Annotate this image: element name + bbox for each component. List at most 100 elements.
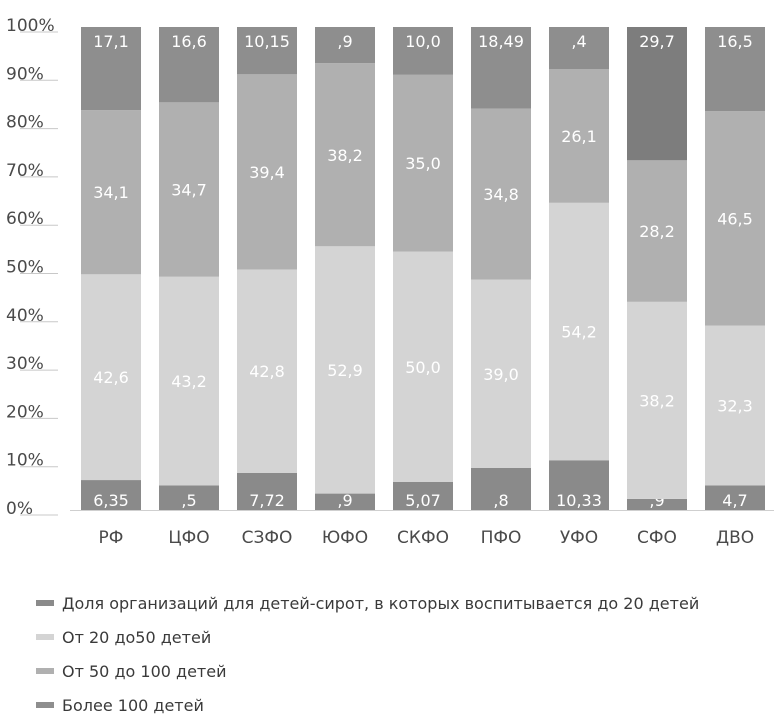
legend-item: От 50 до 100 детей: [36, 654, 699, 688]
bar-segment: [315, 27, 375, 64]
data-label: 16,5: [717, 32, 753, 51]
y-tick-label: 50%: [6, 258, 44, 278]
y-tick-label: 10%: [6, 451, 44, 471]
legend-label: Более 100 детей: [62, 695, 204, 715]
bar-segment: [471, 467, 531, 510]
data-label: 29,7: [639, 32, 675, 51]
data-label: ,8: [493, 491, 508, 510]
data-label: 34,8: [483, 185, 519, 204]
y-tick-label: 80%: [6, 113, 44, 133]
data-label: 38,2: [327, 146, 363, 165]
data-label: ,4: [571, 32, 586, 51]
bar-segment: [549, 460, 609, 510]
legend: Доля организаций для детей-сирот, в кото…: [36, 586, 699, 722]
data-label: 5,07: [405, 491, 441, 510]
bar-segment: [549, 27, 609, 70]
data-label: 43,2: [171, 372, 207, 391]
stacked-bar-chart: 0% 10% 20% 30% 40% 50% 60% 70% 80% 90% 100% 6,35 42…: [6, 16, 774, 548]
bar-segment: [705, 111, 765, 326]
y-tick-label: 60%: [6, 209, 44, 229]
bar-segment: [81, 27, 141, 111]
data-label: 28,2: [639, 222, 675, 241]
data-label: 42,8: [249, 362, 285, 381]
bar-segment: [237, 472, 297, 510]
data-label: 10,33: [556, 491, 602, 510]
bar-segment: [159, 485, 219, 510]
data-label: 6,35: [93, 491, 129, 510]
bar-segment: [393, 481, 453, 510]
data-label: 46,5: [717, 209, 753, 228]
bar-segment: [237, 269, 297, 473]
data-label: 52,9: [327, 361, 363, 380]
bar-segment: [315, 63, 375, 247]
bar-segment: [237, 74, 297, 270]
category-label: ДВО: [716, 528, 754, 548]
y-tick-label: 40%: [6, 306, 44, 326]
category-label: УФО: [560, 528, 598, 548]
legend-swatch: [36, 634, 54, 640]
bar-segment: [237, 27, 297, 75]
data-label: 7,72: [249, 491, 285, 510]
data-label: 34,7: [171, 181, 207, 200]
bar-segment: [159, 102, 219, 277]
legend-label: От 50 до 100 детей: [62, 661, 227, 681]
bar-segment: [81, 274, 141, 481]
legend-item: Более 100 детей: [36, 688, 699, 722]
legend-item: От 20 до50 детей: [36, 620, 699, 654]
legend-label: Доля организаций для детей-сирот, в кото…: [62, 593, 700, 613]
bar-segment: [315, 493, 375, 510]
category-label: СФО: [637, 528, 677, 548]
data-label: 35,0: [405, 154, 441, 173]
bars: 6,35 42,6 34,1 17,1 ,5 43,2 34,7 16,6 7,72 42,8 39…: [81, 27, 765, 510]
legend-swatch: [36, 702, 54, 708]
data-label: 26,1: [561, 127, 597, 146]
bar-segment: [393, 251, 453, 482]
data-label: 39,0: [483, 365, 519, 384]
data-label: 18,49: [478, 32, 524, 51]
data-label: 32,3: [717, 396, 753, 415]
y-tick-label: 30%: [6, 354, 44, 374]
bar-segment: [705, 27, 765, 112]
legend-swatch: [36, 668, 54, 674]
data-label: ,5: [181, 491, 196, 510]
data-label: 42,6: [93, 368, 129, 387]
data-label: 39,4: [249, 163, 285, 182]
bar-segment: [393, 27, 453, 75]
y-tick-label: 0%: [6, 499, 33, 519]
y-tick-label: 20%: [6, 402, 44, 422]
legend-swatch: [36, 600, 54, 606]
bar-segment: [81, 110, 141, 275]
y-tick-label: 100%: [6, 16, 55, 36]
bar-segment: [159, 27, 219, 103]
data-label: 10,15: [244, 32, 290, 51]
bar-segment: [471, 108, 531, 280]
bar-segment: [549, 69, 609, 203]
x-axis: РФ ЦФО СЗФО ЮФО СКФО ПФО УФО СФО ДВО: [70, 510, 774, 548]
bar-segment: [393, 74, 453, 252]
legend-item: Доля организаций для детей-сирот, в кото…: [36, 586, 699, 620]
data-label: 50,0: [405, 358, 441, 377]
bar-segment: [81, 480, 141, 510]
bar-segment: [627, 301, 687, 499]
bar-segment: [315, 246, 375, 494]
data-label: 17,1: [93, 32, 129, 51]
category-label: ПФО: [481, 528, 522, 548]
bar-segment: [159, 276, 219, 486]
data-label: 54,2: [561, 323, 597, 342]
category-label: РФ: [99, 528, 124, 548]
data-label: ,9: [337, 32, 352, 51]
y-axis: 0% 10% 20% 30% 40% 50% 60% 70% 80% 90% 100%: [6, 16, 58, 519]
data-label: ,9: [337, 491, 352, 510]
bar-segment: [471, 279, 531, 468]
data-label: 34,1: [93, 183, 129, 202]
y-tick-label: 90%: [6, 64, 44, 84]
data-label: 16,6: [171, 32, 207, 51]
data-label: 10,0: [405, 32, 441, 51]
bar-segment: [705, 485, 765, 510]
bar-segment: [705, 325, 765, 486]
category-label: СКФО: [397, 528, 449, 548]
category-label: ЦФО: [168, 528, 209, 548]
bar-segment: [549, 202, 609, 461]
legend-label: От 20 до50 детей: [62, 627, 212, 647]
data-label: 4,7: [722, 491, 747, 510]
